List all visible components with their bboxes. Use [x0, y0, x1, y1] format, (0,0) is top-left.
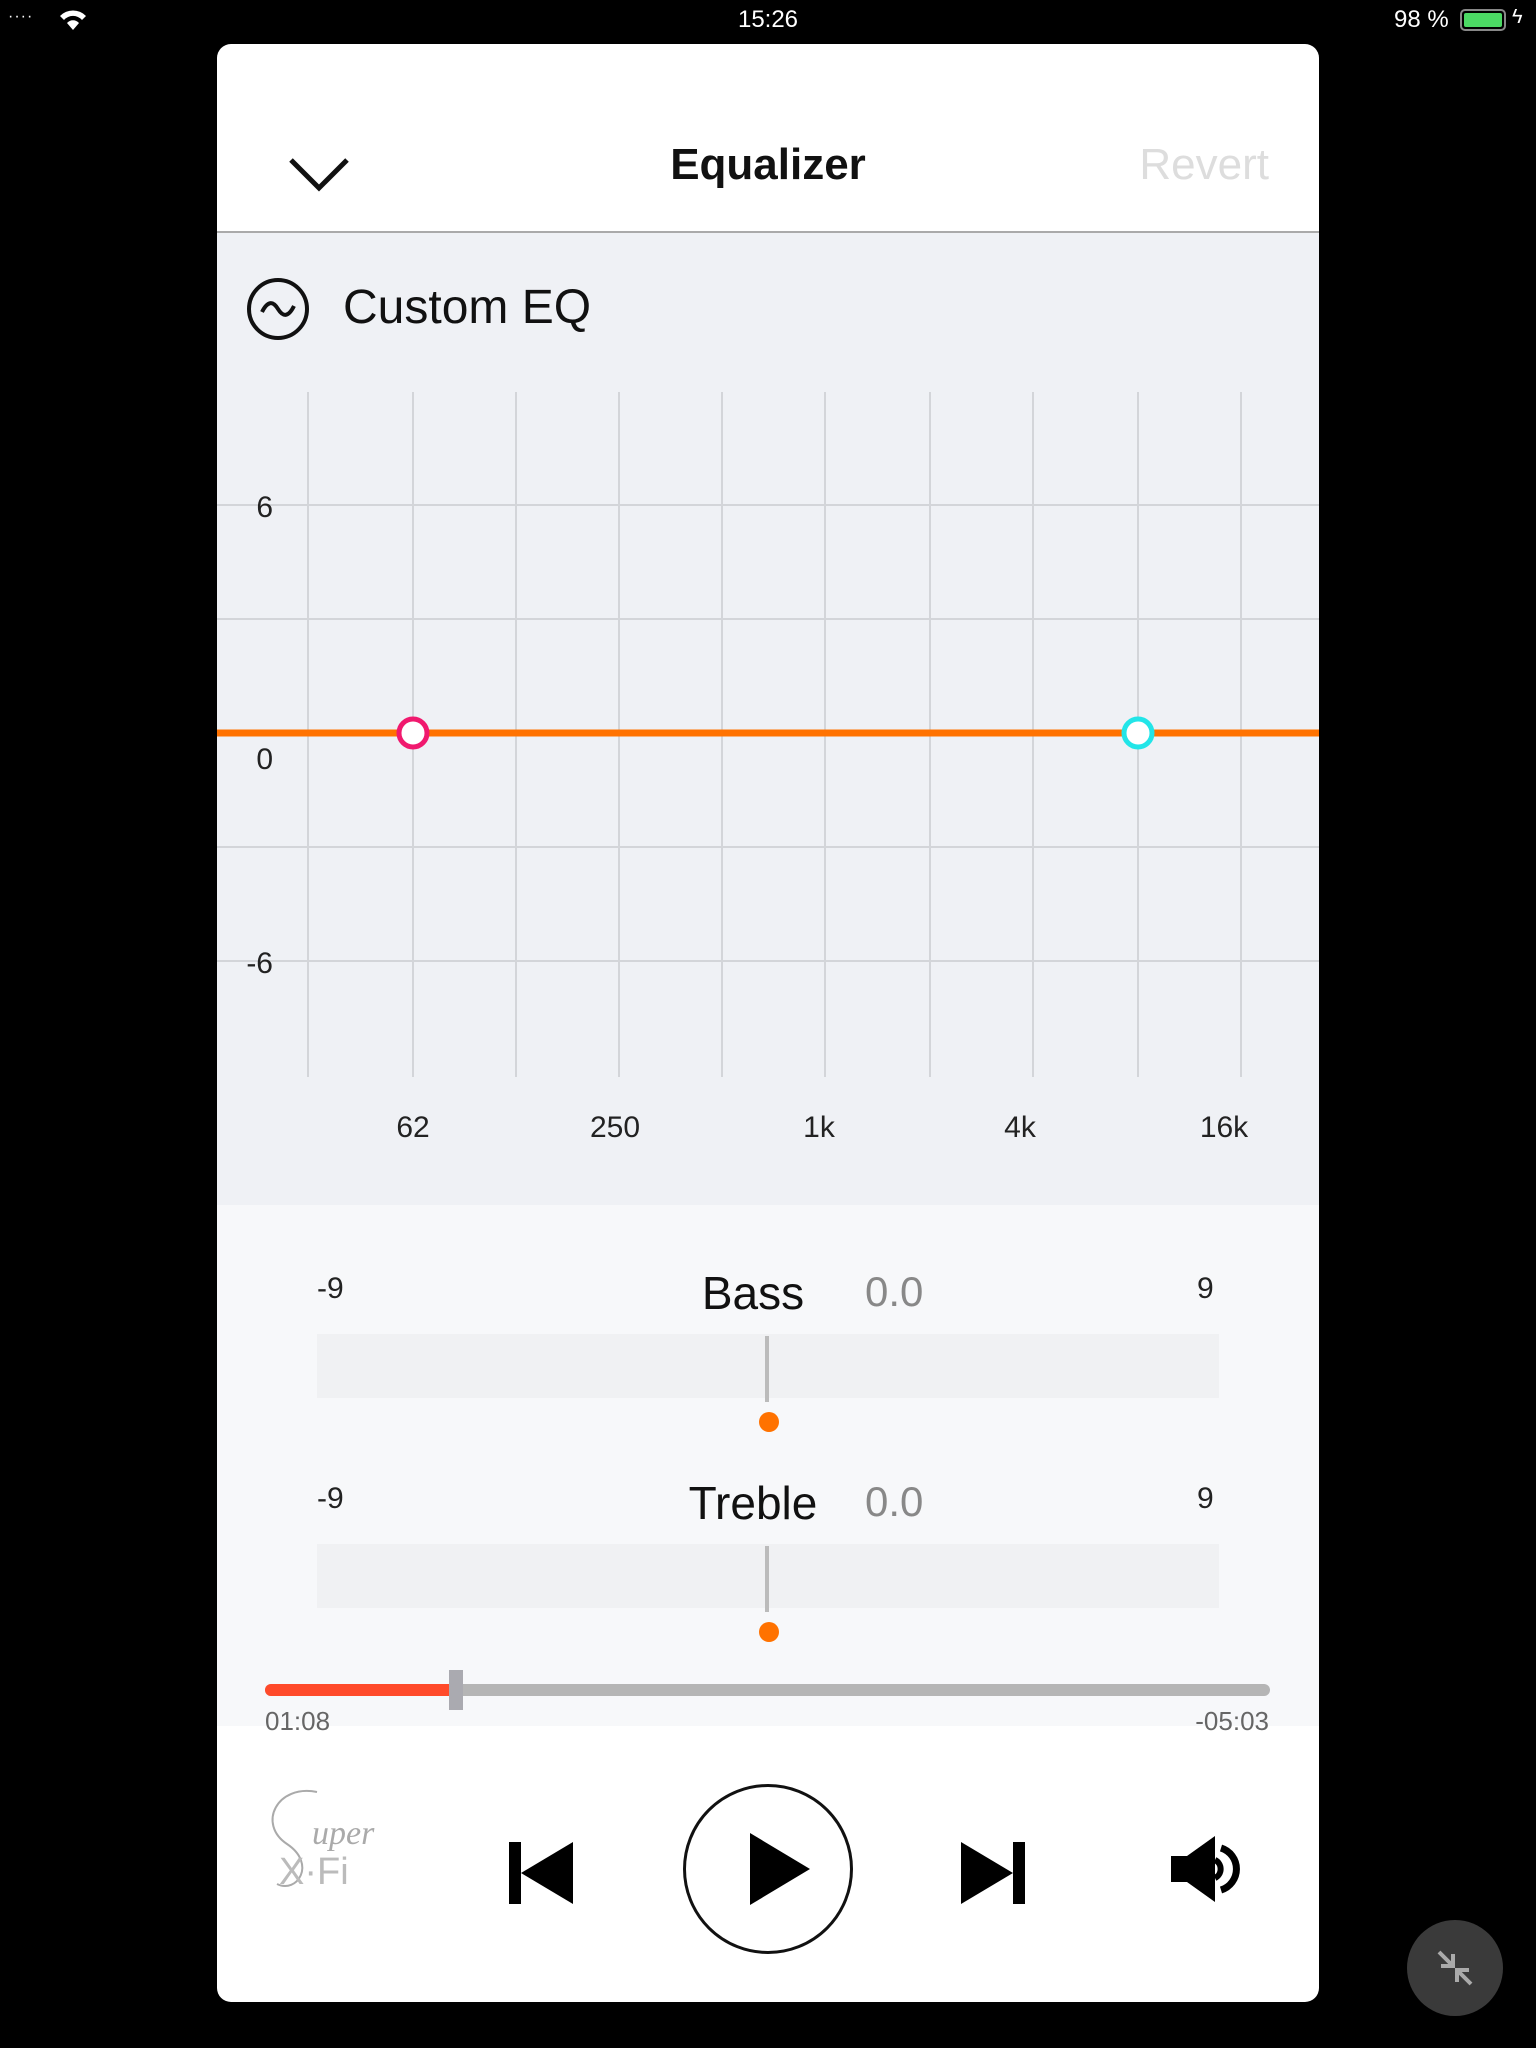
x-tick-label: 250: [590, 1111, 640, 1144]
sine-wave-icon[interactable]: [245, 276, 311, 347]
slider-min: -9: [317, 1272, 344, 1305]
charging-icon: ϟ: [1512, 6, 1523, 28]
status-time: 15:26: [737, 6, 799, 33]
y-tick-label: 0: [256, 743, 273, 776]
x-tick-label: 1k: [803, 1111, 836, 1144]
minimize-button[interactable]: [1407, 1920, 1503, 2016]
slider-min: -9: [317, 1482, 344, 1515]
progress-track[interactable]: [265, 1684, 1270, 1696]
volume-button[interactable]: [1167, 1834, 1263, 1909]
battery-icon: [1460, 9, 1506, 31]
y-tick-label: 6: [256, 491, 273, 524]
collapse-chevron-icon[interactable]: [287, 154, 351, 199]
slider-value: 0.0: [865, 1478, 924, 1525]
header-divider: [217, 231, 1319, 233]
equalizer-panel: Equalizer Revert Custom EQ 6 0 -6 62 250 1k 4k…: [217, 44, 1319, 2002]
signal-icon: ····: [8, 8, 34, 25]
progress-fill: [265, 1684, 456, 1696]
y-tick-label: -6: [246, 947, 273, 980]
slider-indicator-dot: [759, 1412, 779, 1432]
play-button[interactable]: [683, 1784, 853, 1954]
slider-max: 9: [1197, 1272, 1214, 1305]
x-tick-label: 62: [396, 1111, 429, 1144]
x-tick-label: 4k: [1004, 1111, 1037, 1144]
remaining-time: -05:03: [1195, 1706, 1269, 1736]
eq-graph[interactable]: 6 0 -6 62 250 1k 4k 16k: [217, 44, 1319, 1205]
elapsed-time: 01:08: [265, 1706, 331, 1736]
slider-indicator-dot: [759, 1622, 779, 1642]
next-track-button[interactable]: [959, 1840, 1029, 1911]
treble-handle[interactable]: [1121, 716, 1155, 750]
super-xfi-logo: uper X·Fi: [257, 1784, 407, 1904]
slider-value: 0.0: [865, 1268, 924, 1315]
previous-track-button[interactable]: [507, 1840, 577, 1911]
slider-label: Bass: [701, 1267, 805, 1319]
progress-thumb[interactable]: [448, 1670, 463, 1710]
bass-handle[interactable]: [396, 716, 430, 750]
slider-max: 9: [1197, 1482, 1214, 1515]
slider-thumb[interactable]: [765, 1546, 769, 1612]
svg-text:X·Fi: X·Fi: [279, 1851, 349, 1893]
battery-percent: 98 %: [1394, 6, 1449, 33]
slider-thumb[interactable]: [765, 1336, 769, 1402]
svg-text:uper: uper: [312, 1815, 375, 1852]
wifi-icon: [58, 8, 88, 37]
preset-name[interactable]: Custom EQ: [343, 281, 592, 334]
page-title: Equalizer: [670, 140, 866, 189]
slider-label: Treble: [688, 1477, 818, 1529]
revert-button[interactable]: Revert: [1139, 140, 1269, 189]
x-tick-label: 16k: [1200, 1111, 1249, 1144]
